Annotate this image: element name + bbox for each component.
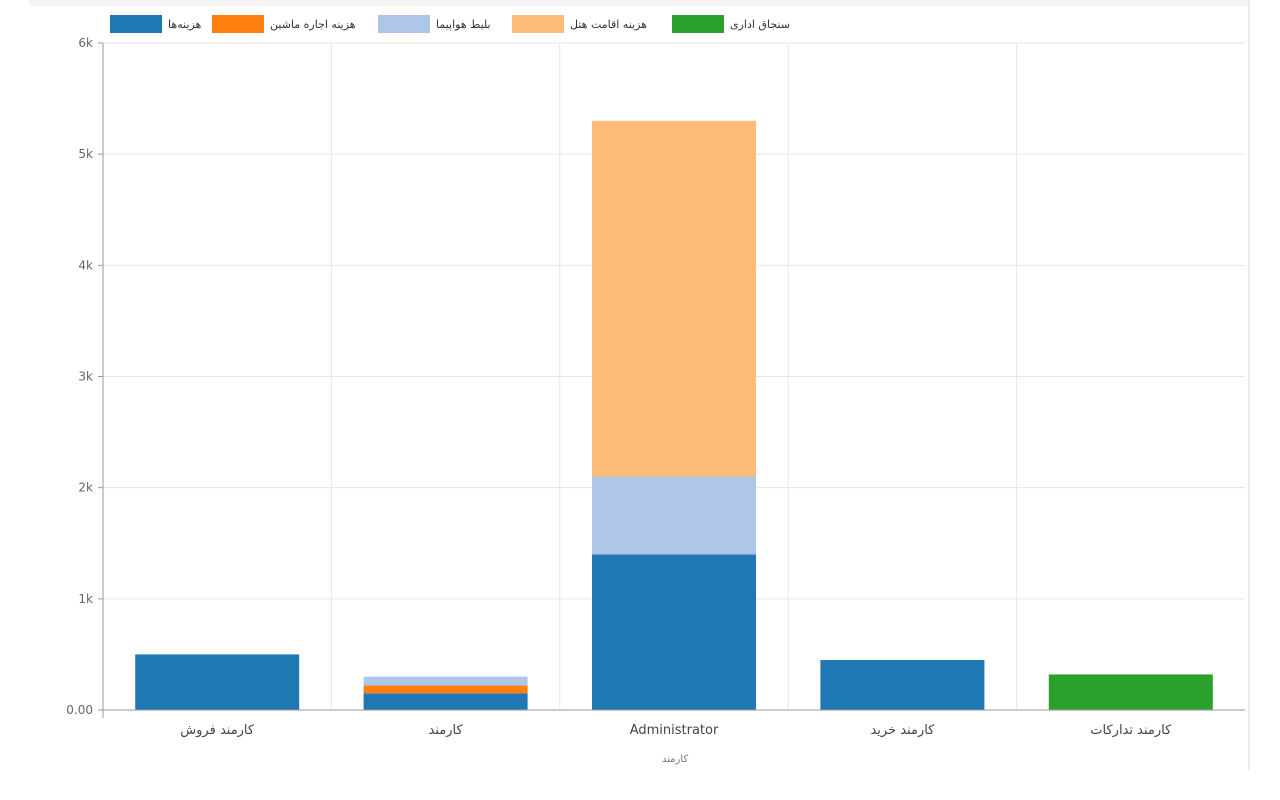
top-edge-strip	[30, 0, 1250, 6]
bars-layer	[135, 120, 1213, 710]
x-tick-label: کارمند فروش	[180, 723, 255, 738]
legend: هزینه‌ها هزینه اجاره ماشین بلیط هواپیما هزی…	[110, 15, 790, 33]
bar-segment	[363, 685, 528, 694]
y-tick-label: 3k	[78, 370, 93, 384]
axes-layer: 0.00 1k 2k 3k 4k 5k 6k کارمند فروش کارمند Adminis…	[66, 36, 1245, 738]
bar-segment	[363, 693, 528, 710]
x-tick-label: کارمند خرید	[870, 723, 935, 738]
legend-swatch	[212, 15, 264, 33]
legend-swatch	[512, 15, 564, 33]
legend-swatch	[110, 15, 162, 33]
legend-swatch	[378, 15, 430, 33]
y-tick-label: 5k	[78, 147, 93, 161]
legend-label: هزینه اقامت هتل	[570, 18, 647, 31]
x-axis-title: کارمند	[662, 754, 688, 765]
bar-segment	[1048, 674, 1213, 710]
y-tick-label: 2k	[78, 481, 93, 495]
legend-label: هزینه اجاره ماشین	[270, 18, 356, 31]
legend-label: بلیط هواپیما	[436, 18, 491, 31]
legend-swatch	[672, 15, 724, 33]
bar-segment	[363, 676, 528, 686]
bar-segment	[592, 554, 756, 710]
x-tick-label: کارمند تدارکات	[1090, 723, 1172, 738]
chart-right-border	[1248, 0, 1250, 770]
legend-label: سنجاق اداری	[730, 18, 790, 31]
y-tick-label: 1k	[78, 592, 93, 606]
x-tick-label: Administrator	[630, 723, 719, 738]
y-tick-label: 0.00	[66, 703, 93, 717]
y-tick-label: 4k	[78, 258, 93, 272]
bar-segment	[592, 476, 756, 555]
y-tick-label: 6k	[78, 36, 93, 50]
bar-segment	[135, 654, 300, 710]
x-tick-label: کارمند	[429, 723, 464, 738]
bar-segment	[820, 659, 985, 710]
legend-label: هزینه‌ها	[168, 18, 202, 31]
bar-segment	[592, 120, 756, 477]
